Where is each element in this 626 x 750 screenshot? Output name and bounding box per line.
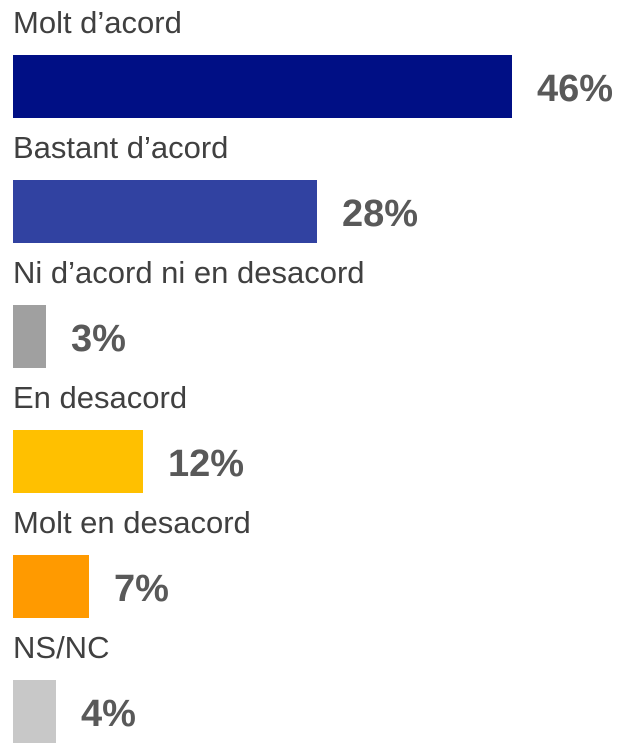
category-label: Bastant d’acord [13,130,229,165]
value-label: 12% [168,443,245,485]
category-label: Ni d’acord ni en desacord [13,255,365,290]
bar-row: Ni d’acord ni en desacord 3% [0,250,626,375]
bar-row: Molt d’acord 46% [0,0,626,125]
value-label: 28% [342,193,419,235]
category-label: Molt d’acord [13,5,182,40]
bar-row: Molt en desacord 7% [0,500,626,625]
category-label: Molt en desacord [13,505,251,540]
value-label: 4% [81,693,136,735]
bar-row: NS/NC 4% [0,625,626,750]
category-label: NS/NC [13,630,110,665]
value-label: 3% [71,318,126,360]
bar-row: Bastant d’acord 28% [0,125,626,250]
bar-row: En desacord 12% [0,375,626,500]
bar [13,430,143,493]
bar [13,680,56,743]
category-label: En desacord [13,380,188,415]
value-label: 7% [114,568,169,610]
bar [13,555,89,618]
bar [13,180,317,243]
bar [13,55,512,118]
value-label: 46% [537,68,614,110]
bar [13,305,46,368]
